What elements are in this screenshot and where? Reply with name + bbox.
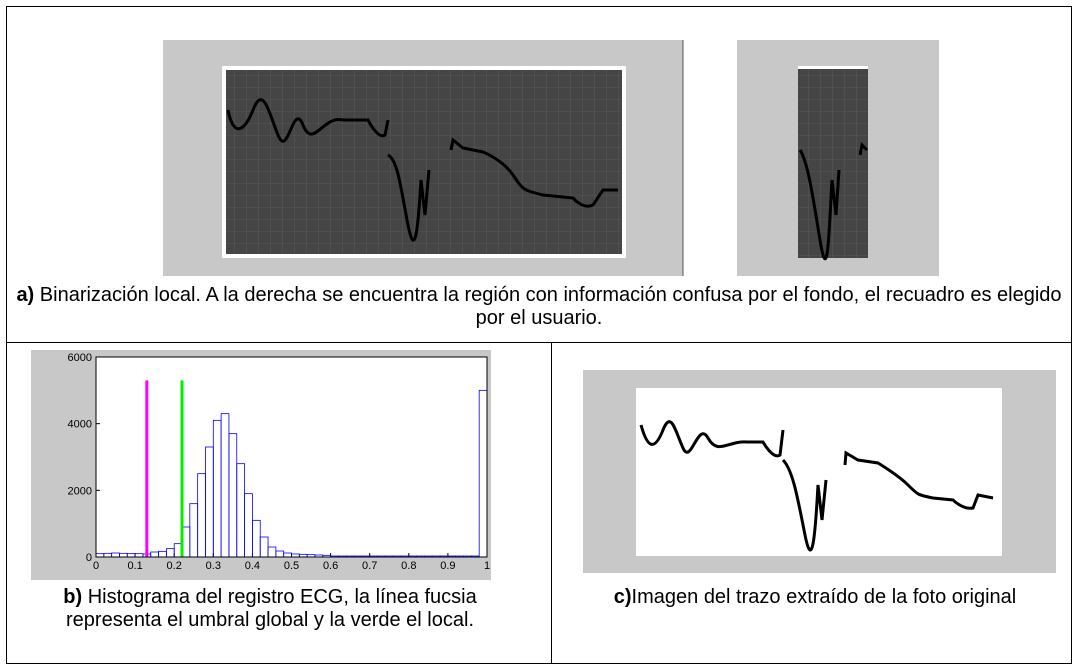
caption-text: Binarización local. A la derecha se encu…	[40, 284, 1062, 329]
page: { "caption_a": {"label": "a)", "text": "…	[0, 0, 1077, 666]
caption: b) Histograma del registro ECG, la línea…	[60, 586, 480, 632]
histogram: 0 2000 4000 6000 0 0.1 0.2 0.3 0.4 0.5 0.6 0.7 0.8 0.…	[31, 350, 491, 580]
x-tick-label: 0.2	[167, 560, 182, 572]
x-tick-label: 0.3	[206, 560, 221, 572]
caption-label: a)	[16, 284, 34, 306]
x-tick-label: 0.4	[245, 560, 260, 572]
x-tick-label: 1	[484, 560, 490, 572]
x-tick-label: 0.1	[127, 560, 142, 572]
table-border	[6, 6, 1072, 7]
ecg-photo	[163, 40, 685, 276]
caption-text: Histograma del registro ECG, la línea fu…	[66, 586, 477, 631]
x-tick-label: 0.9	[440, 560, 455, 572]
x-tick-label: 0.7	[362, 560, 377, 572]
x-tick-label: 0.6	[323, 560, 338, 572]
y-tick-label: 4000	[68, 419, 92, 431]
caption: a) Binarización local. A la derecha se e…	[8, 284, 1070, 330]
table-border	[6, 663, 1072, 664]
y-tick-label: 0	[86, 552, 92, 564]
binary-image	[583, 370, 1056, 573]
ecg-photo-region	[737, 40, 939, 276]
table-border	[551, 342, 552, 664]
x-tick-label: 0.8	[401, 560, 416, 572]
table-border	[1071, 6, 1072, 664]
x-tick-label: 0	[93, 560, 99, 572]
y-tick-label: 2000	[68, 485, 92, 497]
table-border	[6, 6, 7, 664]
caption: c)Imagen del trazo extraído de la foto o…	[570, 586, 1060, 609]
caption-label: c)	[614, 586, 632, 608]
caption-label: b)	[63, 586, 82, 608]
caption-text: Imagen del trazo extraído de la foto ori…	[632, 586, 1017, 608]
x-tick-label: 0.5	[284, 560, 299, 572]
table-border	[6, 342, 1072, 343]
y-tick-label: 6000	[68, 352, 92, 364]
